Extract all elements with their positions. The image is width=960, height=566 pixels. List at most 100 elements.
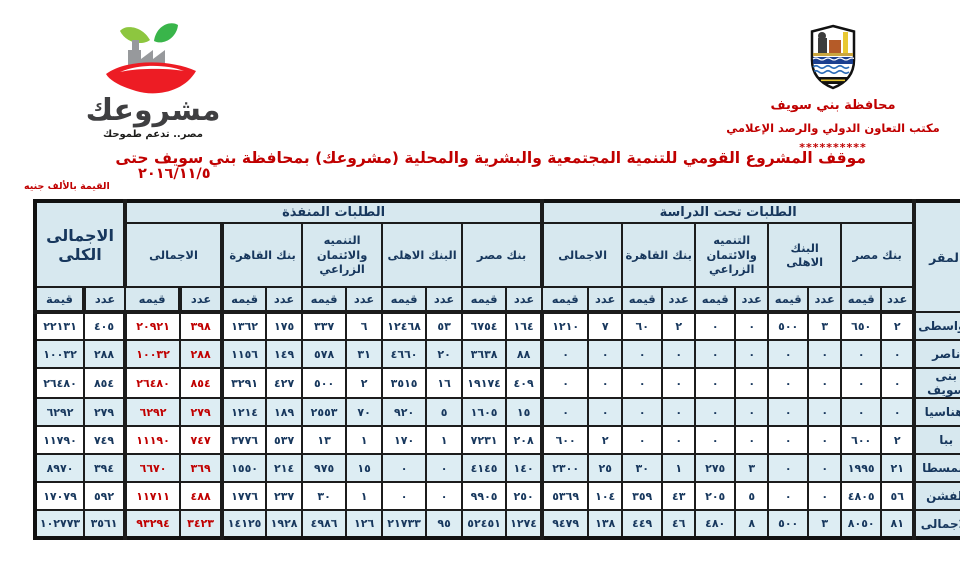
value-header: قيمه <box>124 286 182 314</box>
data-cell: ٢٠٨ <box>505 425 544 455</box>
data-cell: ٠ <box>734 367 770 399</box>
data-cell: ٥٠٠ <box>301 367 348 399</box>
bank-header: التنميه والائتمان الزراعي <box>694 222 770 288</box>
value-header: قيمه <box>461 286 508 314</box>
count-header: عدد <box>425 286 464 314</box>
data-cell: ٣٩٨ <box>179 311 224 341</box>
data-cell: ١٣٨ <box>587 509 624 539</box>
data-cell: ١١٧١١ <box>123 481 182 511</box>
data-cell: ٢٧٩ <box>83 397 127 427</box>
data-cell: ٩٣٢٩٤ <box>123 509 182 539</box>
data-cell: ٠ <box>807 339 843 369</box>
data-cell: ٠ <box>734 425 770 455</box>
mashrouak-logo-icon <box>106 23 196 94</box>
data-cell: ٣٤٢٣ <box>179 509 224 539</box>
data-cell: ٣٦٣٨ <box>461 339 508 369</box>
data-cell: ٩٢٠ <box>381 397 428 427</box>
data-cell: ٠ <box>540 367 590 399</box>
count-header: عدد <box>880 286 916 314</box>
bank-header: بنك القاهرة <box>621 222 697 288</box>
value-header: قيمه <box>840 286 883 314</box>
data-cell: ٠ <box>880 339 916 369</box>
data-cell: ٠ <box>694 397 737 427</box>
data-cell: ٥ <box>734 481 770 511</box>
data-cell: ٥٠٠ <box>767 311 810 341</box>
data-cell: ٠ <box>807 367 843 399</box>
data-cell: ١١١٩٠ <box>123 425 182 455</box>
data-cell: ٧٢٣١ <box>461 425 508 455</box>
data-cell: ٨٩٧٠ <box>33 453 86 483</box>
data-cell: ٥٣ <box>425 311 464 341</box>
data-cell: ١٢١٤ <box>220 397 268 427</box>
data-cell: ٠ <box>767 367 810 399</box>
data-cell: ٧٤٩ <box>83 425 127 455</box>
table-wrapper: المقر الطلبات تحت الدراسة الطلبات المنفذ… <box>33 199 960 540</box>
data-cell: ٢ <box>880 425 916 455</box>
data-cell: ٠ <box>767 339 810 369</box>
data-cell: ٣٢٩١ <box>220 367 268 399</box>
row-label: ببا <box>912 425 960 455</box>
data-cell: ٢٨٨ <box>179 339 224 369</box>
table-row: أهناسيا٠٠٠٠٠٠٠٠٠٠١٥١٦٠٥٥٩٢٠٧٠٢٥٥٣١٨٩١٢١٤… <box>33 397 960 427</box>
data-cell: ٤٨٠٥ <box>840 481 883 511</box>
bank-header: بنك القاهرة <box>220 222 304 288</box>
data-cell: ٢٣٧ <box>265 481 304 511</box>
data-cell: ٠ <box>694 339 737 369</box>
data-cell: ٤٠٥ <box>83 311 127 341</box>
logo-wordmark: مشروعك <box>85 93 221 128</box>
data-cell: ٣ <box>734 453 770 483</box>
data-cell: ٤٤٩ <box>621 509 664 539</box>
report-table: المقر الطلبات تحت الدراسة الطلبات المنفذ… <box>33 199 960 540</box>
count-header: عدد <box>661 286 697 314</box>
data-cell: ٣ <box>807 311 843 341</box>
count-header: عدد <box>345 286 384 314</box>
data-cell: ٥٩٢ <box>83 481 127 511</box>
table-row: الاجمالى٨١٨٠٥٠٣٥٠٠٨٤٨٠٤٦٤٤٩١٣٨٩٤٧٩١٢٧٤٥٢… <box>33 509 960 539</box>
data-cell: ٠ <box>807 481 843 511</box>
data-cell: ٢٣٠٠ <box>540 453 590 483</box>
count-header: عدد <box>807 286 843 314</box>
data-cell: ٠ <box>621 425 664 455</box>
data-cell: ٤٩٨٦ <box>301 509 348 539</box>
data-cell: ١٣ <box>301 425 348 455</box>
data-cell: ١٩١٧٤ <box>461 367 508 399</box>
value-header: قيمه <box>541 286 590 314</box>
data-cell: ٢٧٩ <box>179 397 224 427</box>
data-cell: ٠ <box>587 339 624 369</box>
count-header: عدد <box>505 286 544 314</box>
data-cell: ١١٧٩٠ <box>33 425 86 455</box>
letterhead: محافظة بني سويف مكتب التعاون الدولي والر… <box>718 24 948 154</box>
value-header: قيمه <box>694 286 737 314</box>
data-cell: ٤٨٨ <box>179 481 224 511</box>
data-cell: ٢٥٥٣ <box>301 397 348 427</box>
group-header-under-study: الطلبات تحت الدراسة <box>540 200 916 224</box>
data-cell: ٨ <box>734 509 770 539</box>
data-cell: ٤١٤٥ <box>461 453 508 483</box>
data-cell: ٧٠ <box>345 397 384 427</box>
table-row: ببا ٢ ٦٠٠ ٠ ٠ ٠ ٠ ٠ ٠ ٢ ٦٠٠ ٢٠٨ ٧٢٣١ ١ ١٧٠ ١ ١٣ ٥٣٧ ٣٧٧٦ ٧٤… <box>33 425 960 455</box>
data-cell: ٠ <box>694 311 737 341</box>
data-cell: ١٧٠٧٩ <box>33 481 86 511</box>
data-cell: ٠ <box>587 367 624 399</box>
data-cell: ١٧٠ <box>381 425 428 455</box>
data-cell: ٠ <box>661 339 697 369</box>
data-cell: ٦٢٩٢ <box>123 397 182 427</box>
data-cell: ١ <box>661 453 697 483</box>
data-cell: ٦٠٠ <box>840 425 883 455</box>
data-cell: ١٦٠٥ <box>461 397 508 427</box>
data-cell: ٥ <box>425 397 464 427</box>
table-row: الفشن٥٦٤٨٠٥٠٠٥٢٠٥٤٣٣٥٩١٠٤٥٣٦٩٢٥٠٩٩٠٥٠٠١٣… <box>33 481 960 511</box>
table-row: الواسطى٢٦٥٠٣٥٠٠٠٠٢٦٠٧١٢١٠١٦٤٦٧٥٤٥٣١٢٤٦٨٦… <box>33 311 960 341</box>
count-header: عدد <box>265 286 304 314</box>
table-body: الواسطى٢٦٥٠٣٥٠٠٠٠٢٦٠٧١٢١٠١٦٤٦٧٥٤٥٣١٢٤٦٨٦… <box>33 311 960 539</box>
count-header: عدد <box>734 286 770 314</box>
title-date: ٢٠١٦/١١/٥ <box>138 166 211 182</box>
data-cell: ٦ <box>345 311 384 341</box>
data-cell: ٦٠ <box>621 311 664 341</box>
data-cell: ١ <box>345 481 384 511</box>
data-cell: ١٠٢٧٧٣ <box>33 509 86 539</box>
data-cell: ٤٨٠ <box>694 509 737 539</box>
data-cell: ٢٠٩٢١ <box>123 311 182 341</box>
data-cell: ١٧٥ <box>265 311 304 341</box>
